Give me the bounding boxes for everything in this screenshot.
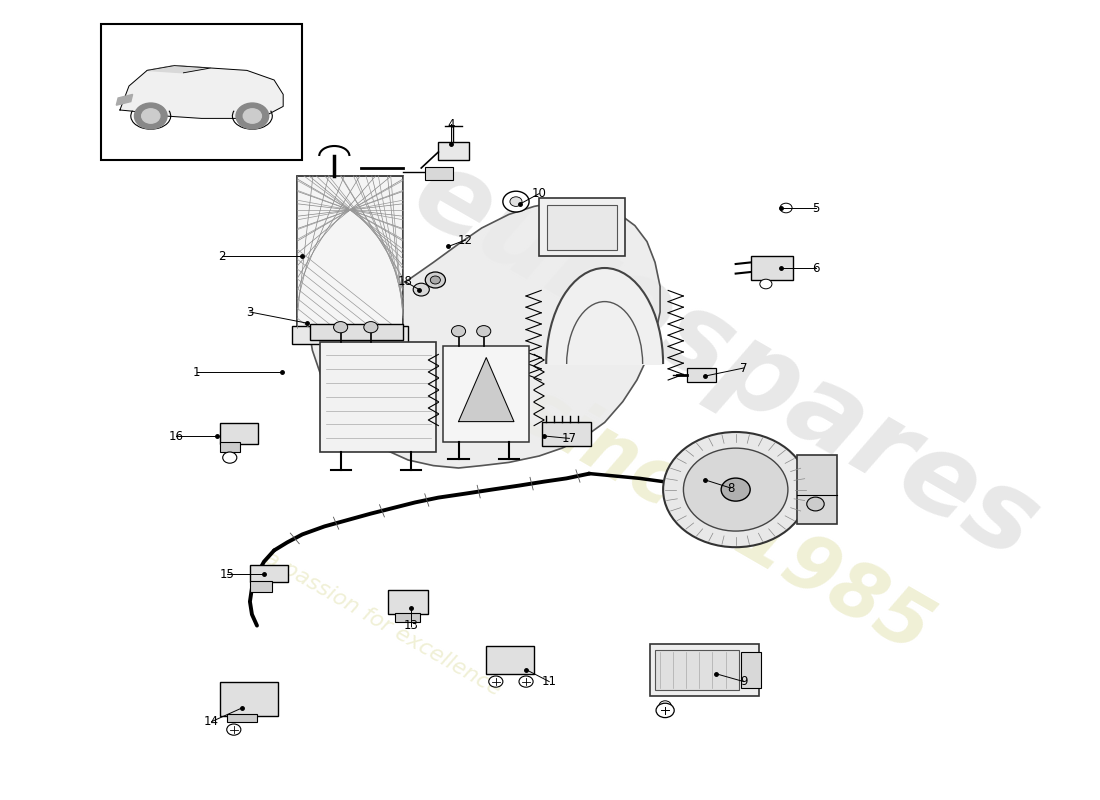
- Text: 4: 4: [448, 118, 455, 130]
- Circle shape: [227, 724, 241, 735]
- Bar: [751, 256, 793, 280]
- Polygon shape: [147, 66, 210, 73]
- Circle shape: [683, 448, 788, 531]
- Text: since 1985: since 1985: [507, 373, 944, 667]
- Bar: [688, 368, 715, 382]
- Text: 3: 3: [246, 306, 254, 318]
- Bar: [388, 590, 428, 614]
- Bar: [220, 442, 240, 452]
- Text: 15: 15: [219, 568, 234, 581]
- Bar: [426, 167, 453, 180]
- Text: 10: 10: [531, 187, 547, 200]
- Polygon shape: [120, 66, 283, 118]
- Bar: [250, 565, 288, 582]
- Bar: [542, 422, 591, 446]
- Circle shape: [659, 701, 671, 710]
- Text: eurospares: eurospares: [395, 138, 1056, 582]
- Circle shape: [243, 109, 262, 123]
- Polygon shape: [117, 94, 133, 105]
- Text: 9: 9: [740, 675, 748, 688]
- Text: a passion for excellence: a passion for excellence: [262, 548, 505, 700]
- Polygon shape: [307, 202, 660, 468]
- Circle shape: [510, 197, 522, 206]
- Circle shape: [134, 103, 167, 129]
- Text: 11: 11: [541, 675, 557, 688]
- Bar: [310, 324, 403, 340]
- Circle shape: [806, 497, 824, 511]
- Bar: [740, 652, 761, 688]
- Circle shape: [760, 279, 772, 289]
- Bar: [443, 346, 529, 442]
- Circle shape: [656, 703, 674, 718]
- Bar: [227, 714, 257, 722]
- Bar: [650, 644, 759, 696]
- Bar: [654, 650, 739, 690]
- Polygon shape: [459, 358, 514, 422]
- Circle shape: [722, 478, 750, 501]
- Circle shape: [430, 276, 440, 284]
- Text: 7: 7: [740, 362, 748, 374]
- Text: 6: 6: [813, 262, 820, 274]
- Circle shape: [503, 191, 529, 212]
- Circle shape: [519, 676, 534, 687]
- Bar: [250, 581, 272, 592]
- Circle shape: [333, 322, 348, 333]
- Bar: [320, 342, 437, 452]
- Text: 12: 12: [458, 234, 473, 246]
- Text: 17: 17: [562, 432, 576, 445]
- Bar: [439, 142, 469, 160]
- Bar: [220, 423, 258, 444]
- Bar: [547, 205, 617, 250]
- Bar: [395, 613, 420, 622]
- Text: 13: 13: [404, 619, 419, 632]
- Polygon shape: [547, 268, 663, 364]
- Bar: [220, 682, 278, 716]
- Bar: [798, 455, 837, 524]
- Circle shape: [426, 272, 446, 288]
- Circle shape: [488, 676, 503, 687]
- Text: 8: 8: [727, 482, 735, 494]
- Circle shape: [236, 103, 268, 129]
- Text: 14: 14: [205, 715, 219, 728]
- Text: 5: 5: [813, 202, 820, 214]
- Circle shape: [414, 283, 429, 296]
- Circle shape: [663, 432, 808, 547]
- Bar: [539, 198, 625, 256]
- Text: 1: 1: [192, 366, 200, 378]
- Circle shape: [476, 326, 491, 337]
- Bar: [486, 646, 535, 674]
- Circle shape: [780, 203, 792, 213]
- Circle shape: [364, 322, 378, 333]
- Bar: [297, 176, 403, 328]
- Circle shape: [222, 452, 236, 463]
- Text: 16: 16: [169, 430, 184, 442]
- Text: 2: 2: [218, 250, 226, 262]
- Bar: [101, 24, 303, 160]
- Bar: [293, 326, 408, 344]
- Circle shape: [451, 326, 465, 337]
- Circle shape: [679, 675, 691, 685]
- Text: 18: 18: [398, 275, 412, 288]
- Circle shape: [142, 109, 160, 123]
